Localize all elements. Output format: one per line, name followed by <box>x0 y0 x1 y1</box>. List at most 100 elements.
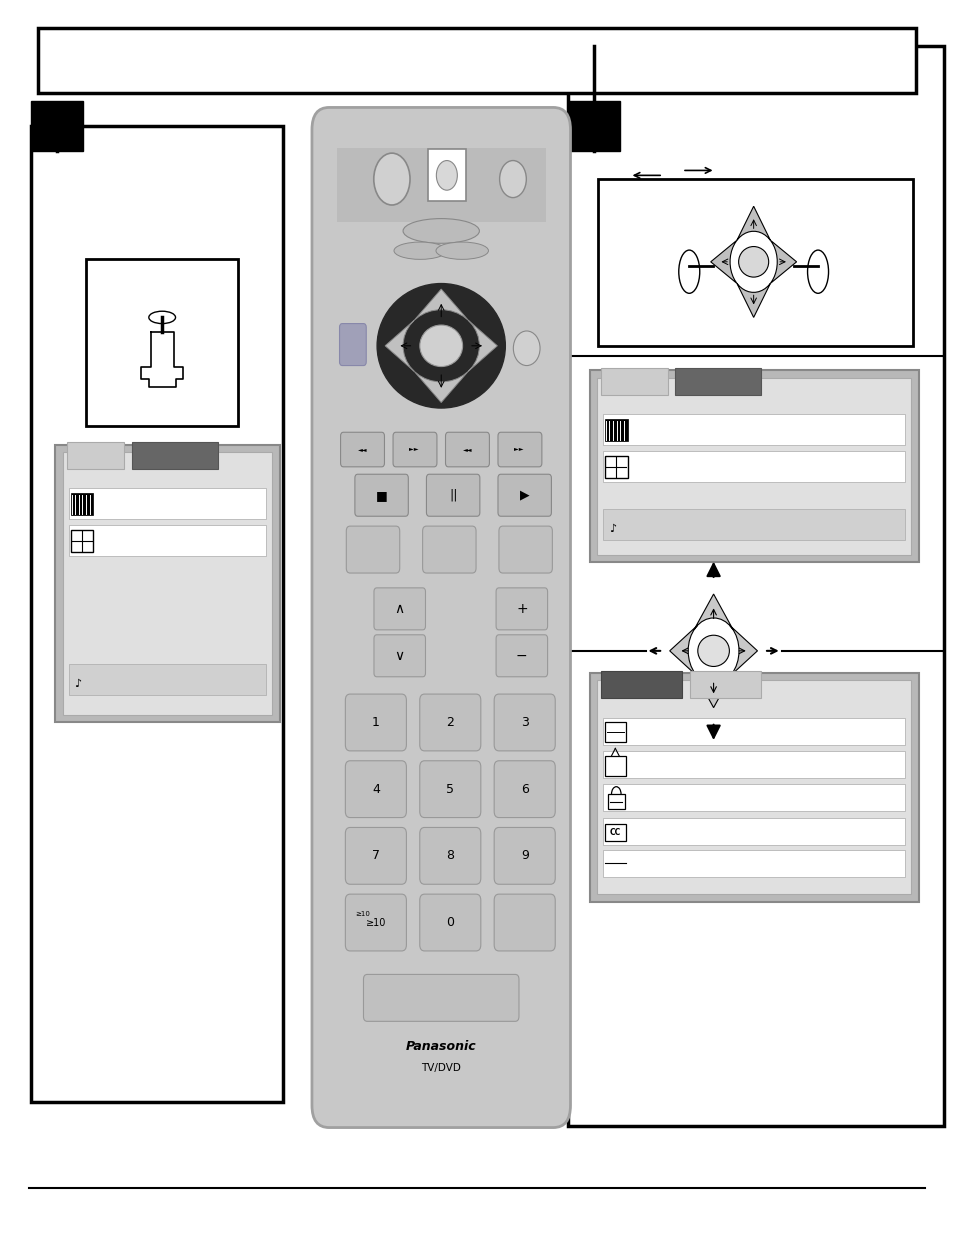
Text: 0: 0 <box>446 916 454 929</box>
Ellipse shape <box>402 219 478 243</box>
Polygon shape <box>693 594 733 630</box>
Circle shape <box>513 331 539 366</box>
Text: ∨: ∨ <box>395 648 404 663</box>
Polygon shape <box>414 289 468 320</box>
Ellipse shape <box>436 242 488 259</box>
Ellipse shape <box>499 161 526 198</box>
Text: ◄◄: ◄◄ <box>462 447 472 452</box>
Text: ■: ■ <box>375 489 387 501</box>
FancyBboxPatch shape <box>494 894 555 951</box>
Text: 4: 4 <box>372 783 379 795</box>
FancyBboxPatch shape <box>419 827 480 884</box>
Polygon shape <box>736 284 770 317</box>
FancyBboxPatch shape <box>602 509 904 540</box>
Text: ►►: ►► <box>514 447 525 452</box>
FancyBboxPatch shape <box>336 148 545 222</box>
Text: ≥10: ≥10 <box>365 918 386 927</box>
FancyBboxPatch shape <box>69 664 266 695</box>
Text: −: − <box>516 648 527 663</box>
FancyBboxPatch shape <box>567 101 619 151</box>
FancyBboxPatch shape <box>345 761 406 818</box>
Text: 5: 5 <box>446 783 454 795</box>
FancyBboxPatch shape <box>600 671 681 698</box>
FancyBboxPatch shape <box>602 751 904 778</box>
Ellipse shape <box>419 325 462 367</box>
FancyBboxPatch shape <box>422 526 476 573</box>
Polygon shape <box>414 372 468 403</box>
Ellipse shape <box>436 161 456 190</box>
Polygon shape <box>468 320 497 372</box>
FancyBboxPatch shape <box>132 442 217 469</box>
Text: TV/DVD: TV/DVD <box>421 1063 460 1073</box>
Text: 9: 9 <box>520 850 528 862</box>
FancyBboxPatch shape <box>393 432 436 467</box>
FancyBboxPatch shape <box>312 107 570 1128</box>
FancyBboxPatch shape <box>445 432 489 467</box>
Text: Panasonic: Panasonic <box>405 1040 476 1052</box>
FancyBboxPatch shape <box>589 673 918 902</box>
FancyBboxPatch shape <box>346 526 399 573</box>
FancyBboxPatch shape <box>345 827 406 884</box>
FancyBboxPatch shape <box>55 445 279 722</box>
Polygon shape <box>693 672 733 708</box>
FancyBboxPatch shape <box>363 974 518 1021</box>
Polygon shape <box>669 625 697 677</box>
FancyBboxPatch shape <box>496 588 547 630</box>
FancyBboxPatch shape <box>69 525 266 556</box>
FancyBboxPatch shape <box>602 718 904 745</box>
Ellipse shape <box>697 635 729 667</box>
Ellipse shape <box>738 247 768 277</box>
FancyBboxPatch shape <box>30 101 83 151</box>
FancyBboxPatch shape <box>604 419 627 441</box>
Text: 3: 3 <box>520 716 528 729</box>
FancyBboxPatch shape <box>71 493 93 515</box>
FancyBboxPatch shape <box>497 432 541 467</box>
FancyBboxPatch shape <box>602 818 904 845</box>
Text: ►►: ►► <box>409 447 420 452</box>
Text: CC: CC <box>609 827 620 837</box>
FancyBboxPatch shape <box>419 761 480 818</box>
FancyBboxPatch shape <box>427 149 465 201</box>
Polygon shape <box>385 320 414 372</box>
Text: 2: 2 <box>446 716 454 729</box>
Text: ∧: ∧ <box>395 601 404 616</box>
FancyBboxPatch shape <box>345 894 406 951</box>
Text: +: + <box>516 601 527 616</box>
FancyBboxPatch shape <box>597 680 910 894</box>
Text: 8: 8 <box>446 850 454 862</box>
FancyBboxPatch shape <box>374 588 425 630</box>
Polygon shape <box>770 240 796 284</box>
Text: 7: 7 <box>372 850 379 862</box>
FancyBboxPatch shape <box>339 324 366 366</box>
FancyBboxPatch shape <box>497 474 551 516</box>
Text: ♪: ♪ <box>608 524 615 534</box>
FancyBboxPatch shape <box>494 761 555 818</box>
Polygon shape <box>729 625 757 677</box>
Polygon shape <box>736 206 770 240</box>
FancyBboxPatch shape <box>602 784 904 811</box>
FancyBboxPatch shape <box>602 451 904 482</box>
Text: ▶: ▶ <box>519 489 529 501</box>
Text: ||: || <box>449 489 456 501</box>
Text: ♪: ♪ <box>74 679 81 689</box>
Polygon shape <box>710 240 736 284</box>
FancyBboxPatch shape <box>598 179 912 346</box>
FancyBboxPatch shape <box>597 378 910 555</box>
FancyBboxPatch shape <box>374 635 425 677</box>
FancyBboxPatch shape <box>340 432 384 467</box>
FancyBboxPatch shape <box>69 488 266 519</box>
FancyBboxPatch shape <box>63 452 272 715</box>
FancyBboxPatch shape <box>602 414 904 445</box>
FancyBboxPatch shape <box>675 368 760 395</box>
Text: 6: 6 <box>520 783 528 795</box>
FancyBboxPatch shape <box>419 894 480 951</box>
FancyBboxPatch shape <box>355 474 408 516</box>
FancyBboxPatch shape <box>38 28 915 93</box>
Text: ◄◄: ◄◄ <box>357 447 367 452</box>
FancyBboxPatch shape <box>689 671 760 698</box>
FancyBboxPatch shape <box>602 850 904 877</box>
Text: ≥10: ≥10 <box>355 911 370 918</box>
FancyBboxPatch shape <box>494 694 555 751</box>
FancyBboxPatch shape <box>498 526 552 573</box>
FancyBboxPatch shape <box>600 368 667 395</box>
